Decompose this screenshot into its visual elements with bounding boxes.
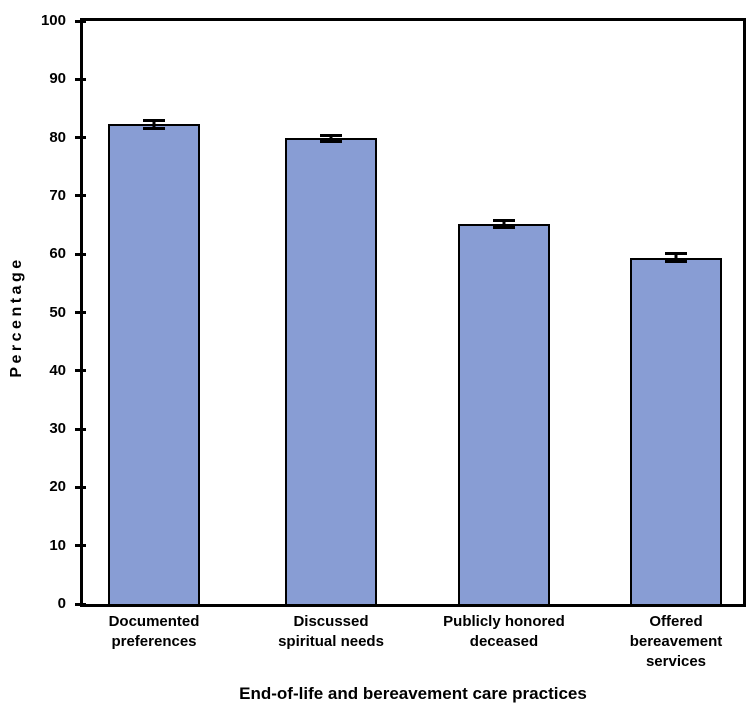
bar-3 xyxy=(630,257,722,604)
y-tick-60 xyxy=(75,252,86,256)
y-tick-label-20: 20 xyxy=(49,478,66,496)
bar-2 xyxy=(458,224,550,604)
y-tick-90 xyxy=(75,77,86,81)
y-tick-30 xyxy=(75,427,86,431)
y-tick-20 xyxy=(75,485,86,489)
plot-area: 0 10 20 30 40 50 60 70 80 90 100 xyxy=(41,12,746,612)
y-axis-title: Percentage xyxy=(8,256,25,378)
y-tick-label-40: 40 xyxy=(49,361,66,379)
y-tick-40 xyxy=(75,369,86,373)
y-tick-label-100: 100 xyxy=(40,12,66,29)
y-tick-label-0: 0 xyxy=(57,595,66,612)
y-tick-0 xyxy=(75,602,86,606)
y-tick-80 xyxy=(75,136,86,140)
y-tick-70 xyxy=(75,194,86,198)
y-tick-label-80: 80 xyxy=(49,128,66,146)
x-category-label-0: Documented preferences xyxy=(108,613,200,650)
y-tick-100 xyxy=(75,19,86,23)
x-axis-title: End-of-life and bereavement care practic… xyxy=(239,684,587,703)
bar-0 xyxy=(108,124,200,604)
y-tick-label-60: 60 xyxy=(49,245,66,263)
x-category-label-3: Offered bereavement services xyxy=(629,613,723,670)
x-category-label-1: Discussed spiritual needs xyxy=(278,613,384,650)
y-tick-label-10: 10 xyxy=(49,536,66,554)
y-tick-10 xyxy=(75,544,86,548)
y-tick-50 xyxy=(75,311,86,314)
error-bar-3 xyxy=(665,252,687,264)
y-tick-label-70: 70 xyxy=(49,186,66,204)
error-bar-1 xyxy=(320,133,342,143)
bar-1 xyxy=(285,138,377,604)
y-tick-label-90: 90 xyxy=(49,70,66,88)
error-bar-0 xyxy=(143,118,165,130)
error-bar-2 xyxy=(493,219,515,230)
y-tick-label-50: 50 xyxy=(49,303,66,321)
y-tick-label-30: 30 xyxy=(49,420,66,438)
x-category-label-2: Publicly honored deceased xyxy=(443,613,565,650)
